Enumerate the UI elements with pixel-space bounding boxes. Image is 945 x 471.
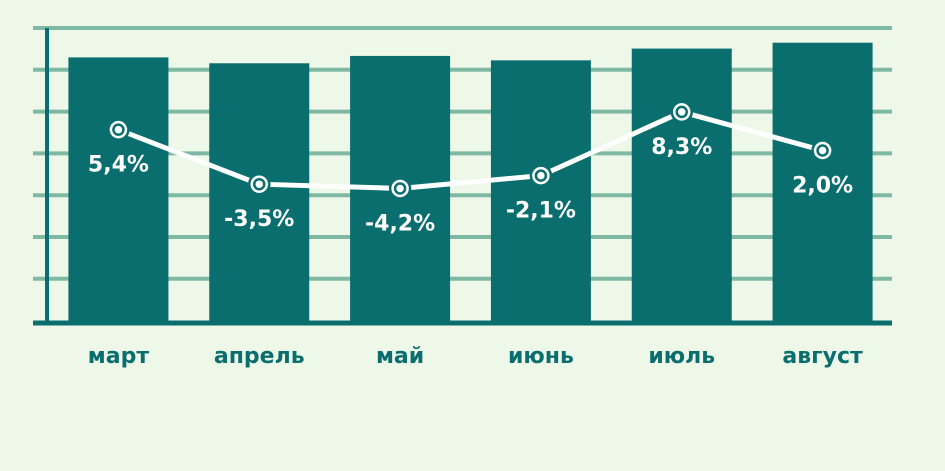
- line-data-label-1: -3,5%: [224, 207, 294, 232]
- line-data-label-2: -4,2%: [365, 211, 435, 236]
- line-marker-5: [811, 139, 834, 162]
- bar-3: [490, 60, 591, 323]
- line-marker-4: [670, 100, 693, 124]
- x-tick-label-4: июль: [648, 344, 715, 369]
- x-tick-label-2: май: [376, 344, 424, 369]
- line-marker-1: [248, 172, 271, 196]
- x-axis-labels: март апрель май июнь июль август: [88, 344, 863, 369]
- x-tick-label-1: апрель: [214, 344, 305, 369]
- line-marker-2: [388, 177, 412, 200]
- line-marker-inner-0: [112, 123, 125, 136]
- line-path: [117, 109, 824, 191]
- x-tick-label-3: июнь: [508, 344, 574, 369]
- line-marker-inner-3: [534, 169, 548, 182]
- line-marker-inner-2: [393, 182, 407, 195]
- line-marker-inner-5: [816, 144, 829, 157]
- bar-4: [631, 48, 732, 323]
- line-marker-0: [107, 118, 130, 141]
- bar-5: [772, 42, 873, 322]
- line-data-label-0: 5,4%: [88, 153, 149, 178]
- line-marker-inner-1: [253, 177, 266, 191]
- line-data-label-4: 8,3%: [651, 135, 712, 160]
- line-data-label-5: 2,0%: [792, 174, 853, 199]
- line-marker-inner-4: [675, 105, 688, 119]
- x-tick-label-0: март: [88, 344, 150, 369]
- x-tick-label-5: август: [782, 344, 863, 369]
- bar-0: [68, 57, 169, 323]
- axes: [33, 28, 892, 326]
- line-data-label-3: -2,1%: [506, 199, 576, 224]
- line-marker-3: [529, 164, 553, 187]
- line-series: 5,4% -3,5% -4,2% -2,1% 8,3% 2,0%: [88, 100, 853, 236]
